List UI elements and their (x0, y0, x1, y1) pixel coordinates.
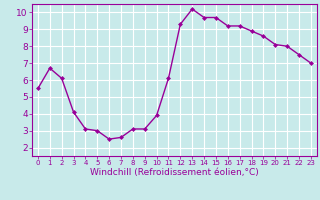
X-axis label: Windchill (Refroidissement éolien,°C): Windchill (Refroidissement éolien,°C) (90, 168, 259, 177)
